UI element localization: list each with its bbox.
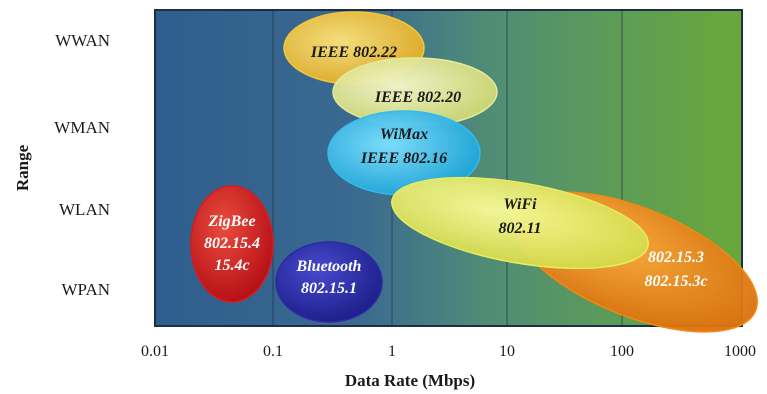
bubble-ieee80220-label-0: IEEE 802.20	[374, 89, 461, 106]
bubble-zigbee: ZigBee 802.15.4 15.4c	[190, 185, 274, 303]
x-tick-1: 0.1	[263, 343, 283, 360]
plot-border	[154, 9, 743, 327]
bubble-wimax-label-0: WiMax	[380, 126, 428, 143]
x-tick-3: 10	[499, 343, 515, 360]
y-axis-title: Range	[13, 144, 32, 191]
bubble-ieee80220: IEEE 802.20	[332, 57, 498, 127]
bubble-bluetooth-label-1: 802.15.1	[301, 280, 357, 297]
x-tick-2: 1	[388, 343, 396, 360]
bubble-bluetooth-label-0: Bluetooth	[296, 258, 362, 275]
bubble-wimax: WiMax IEEE 802.16	[327, 110, 481, 196]
bubble-zigbee-label-2: 15.4c	[214, 257, 249, 274]
bubble-uwb-label-1: 802.15.3c	[644, 273, 707, 290]
range-labels: WWAN WMAN WLAN WPAN	[54, 31, 110, 299]
bubble-zigbee-label-0: ZigBee	[207, 213, 255, 230]
bubble-zigbee-ellipse	[190, 185, 274, 303]
x-tick-5: 1000	[724, 343, 756, 360]
bubble-bluetooth: Bluetooth 802.15.1	[275, 241, 383, 323]
range-label-wwan: WWAN	[55, 31, 110, 50]
bubble-wifi-label-0: WiFi	[503, 196, 537, 213]
bubble-bluetooth-ellipse	[275, 241, 383, 323]
x-tick-labels: 0.01 0.1 1 10 100 1000	[141, 343, 756, 360]
bubble-wimax-label-1: IEEE 802.16	[360, 150, 447, 167]
x-axis-title: Data Rate (Mbps)	[345, 371, 475, 390]
bubble-ieee80222-label-0: IEEE 802.22	[310, 44, 397, 61]
bubble-wifi-label-1: 802.11	[498, 220, 541, 237]
standard-bubbles: IEEE 802.22 IEEE 802.20 WiMax IEEE 802.16 Zi…	[190, 11, 758, 333]
range-label-wpan: WPAN	[62, 280, 111, 299]
bubble-zigbee-label-1: 802.15.4	[204, 235, 260, 252]
x-tick-0: 0.01	[141, 343, 169, 360]
bubble-wifi: WiFi 802.11	[391, 176, 649, 270]
bubble-uwb-label-0: 802.15.3	[648, 249, 704, 266]
bubble-wifi-ellipse	[391, 176, 649, 270]
range-label-wlan: WLAN	[59, 200, 110, 219]
x-tick-4: 100	[610, 343, 634, 360]
range-label-wman: WMAN	[54, 118, 110, 137]
